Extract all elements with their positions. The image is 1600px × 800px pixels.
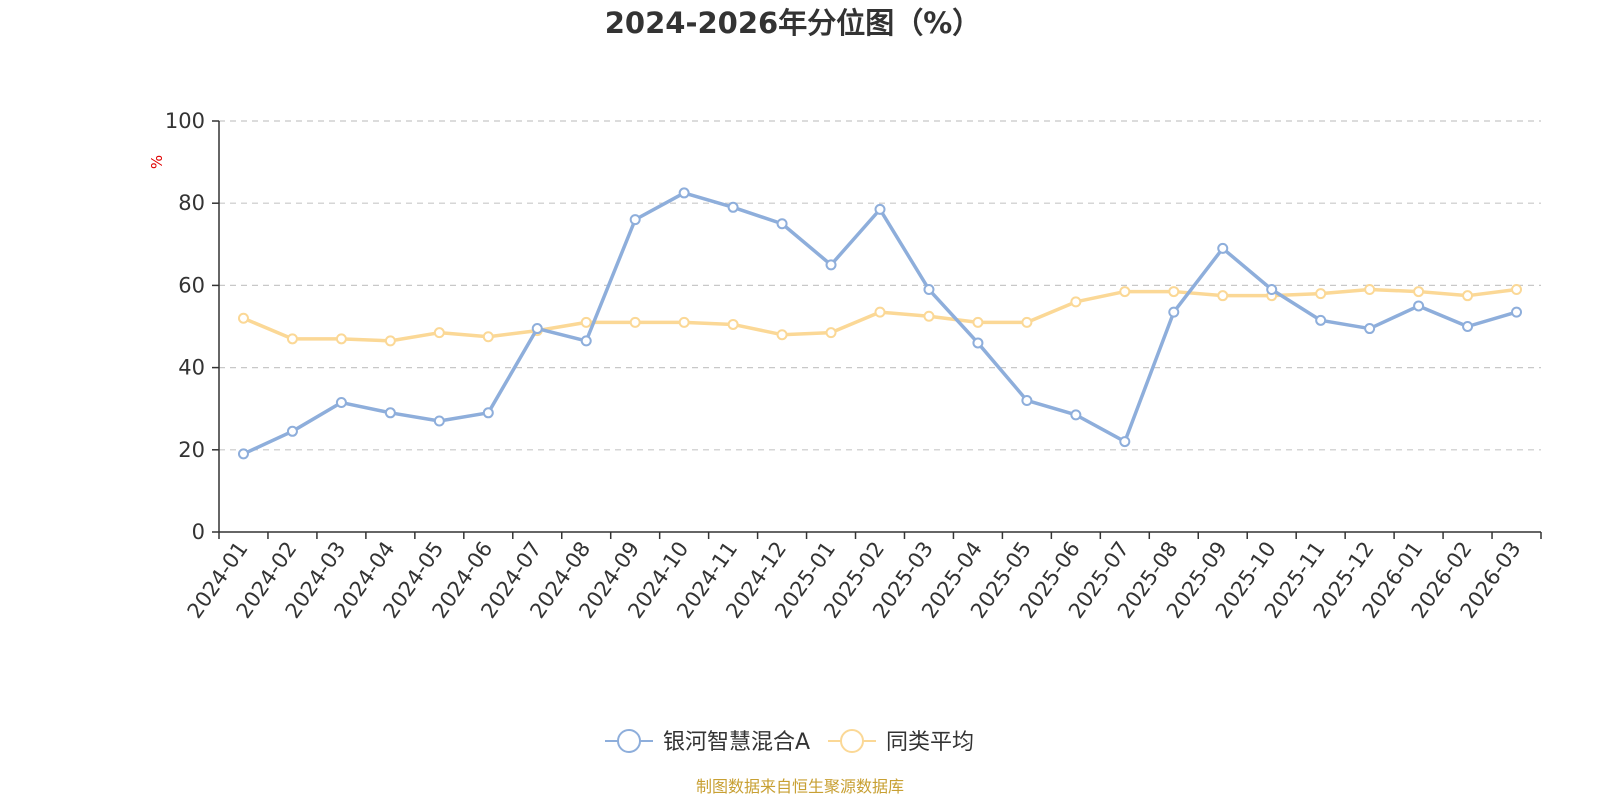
data-point[interactable]	[433, 415, 445, 427]
legend-label: 银河智慧混合A	[663, 730, 810, 755]
y-tick-label: 0	[192, 520, 205, 544]
data-point[interactable]	[237, 312, 249, 324]
data-point[interactable]	[482, 407, 494, 419]
data-point[interactable]	[1119, 436, 1131, 448]
y-tick-label: 60	[178, 273, 205, 297]
data-point[interactable]	[1217, 290, 1229, 302]
axes: 0204060801002024-012024-022024-032024-04…	[165, 109, 1542, 623]
data-point[interactable]	[335, 333, 347, 345]
data-point[interactable]	[531, 323, 543, 335]
data-point[interactable]	[1021, 316, 1033, 328]
data-point[interactable]	[1070, 296, 1082, 308]
data-point[interactable]	[1413, 286, 1425, 298]
data-point[interactable]	[1511, 284, 1523, 296]
legend-marker	[840, 729, 864, 753]
chart-title: 2024-2026年分位图（%）	[605, 6, 982, 40]
data-point[interactable]	[1511, 306, 1523, 318]
data-point[interactable]	[874, 306, 886, 318]
data-point[interactable]	[678, 316, 690, 328]
data-point[interactable]	[1462, 321, 1474, 332]
y-tick-label: 100	[165, 109, 205, 133]
data-point[interactable]	[335, 397, 347, 409]
legend-marker	[617, 729, 641, 753]
data-point[interactable]	[825, 327, 837, 339]
data-point[interactable]	[482, 331, 494, 343]
data-point[interactable]	[727, 318, 739, 330]
data-point[interactable]	[1315, 314, 1327, 326]
data-point[interactable]	[384, 407, 396, 419]
data-point[interactable]	[1168, 306, 1180, 318]
data-point[interactable]	[580, 316, 592, 328]
data-point[interactable]	[727, 201, 739, 213]
data-point[interactable]	[629, 214, 641, 226]
legend[interactable]: 银河智慧混合A 同类平均	[605, 729, 974, 755]
data-point[interactable]	[1462, 290, 1474, 302]
data-point[interactable]	[776, 329, 788, 341]
data-point[interactable]	[972, 316, 984, 328]
series-1	[237, 187, 1523, 460]
y-tick-label: 80	[178, 191, 205, 215]
data-point[interactable]	[286, 425, 298, 437]
data-point[interactable]	[1021, 394, 1033, 406]
data-point[interactable]	[776, 218, 788, 230]
data-point[interactable]	[923, 284, 935, 296]
legend-item-1[interactable]: 银河智慧混合A	[605, 729, 810, 755]
data-point[interactable]	[874, 203, 886, 215]
data-point[interactable]	[678, 187, 690, 199]
data-point[interactable]	[1315, 288, 1327, 300]
data-point[interactable]	[1266, 284, 1278, 296]
series-lines	[237, 187, 1523, 460]
series-line	[242, 191, 1518, 456]
y-tick-label: 20	[178, 438, 205, 462]
data-point[interactable]	[1364, 284, 1376, 296]
data-point[interactable]	[825, 259, 837, 271]
footer-source: 制图数据来自恒生聚源数据库	[696, 777, 904, 796]
series-2	[237, 284, 1523, 347]
y-tick-label: 40	[178, 356, 205, 380]
data-point[interactable]	[237, 448, 249, 460]
y-axis-unit: %	[148, 155, 166, 169]
data-point[interactable]	[1217, 242, 1229, 254]
data-point[interactable]	[580, 335, 592, 347]
data-point[interactable]	[1119, 286, 1131, 298]
legend-label: 同类平均	[886, 730, 974, 755]
data-point[interactable]	[1168, 286, 1180, 298]
data-point[interactable]	[1413, 300, 1425, 312]
data-point[interactable]	[629, 316, 641, 328]
data-point[interactable]	[923, 310, 935, 322]
data-point[interactable]	[433, 327, 445, 339]
data-point[interactable]	[972, 337, 984, 349]
data-point[interactable]	[286, 333, 298, 345]
data-point[interactable]	[384, 335, 396, 347]
grid-lines	[219, 120, 1541, 451]
legend-item-2[interactable]: 同类平均	[828, 729, 974, 755]
data-point[interactable]	[1070, 409, 1082, 421]
data-point[interactable]	[1364, 323, 1376, 335]
